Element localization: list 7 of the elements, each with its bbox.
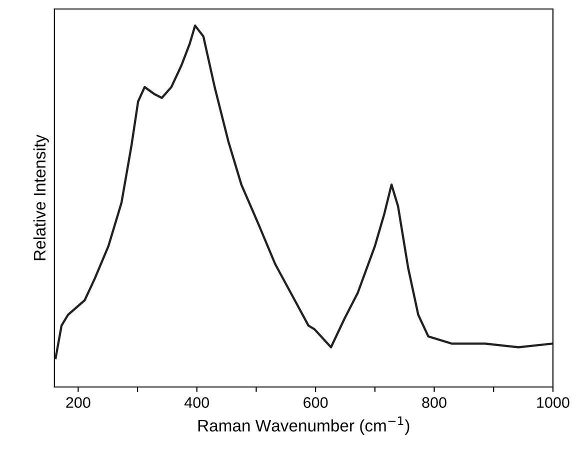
- x-axis-title: Raman Wavenumber (cm$^{−1}$): [198, 416, 410, 435]
- x-tick-label: 800: [422, 397, 446, 408]
- x-tick-label: 200: [66, 397, 90, 408]
- x-tick-label: 400: [184, 397, 210, 408]
- x-tick-label: 1000: [537, 397, 570, 408]
- x-tick-label: 600: [304, 397, 328, 408]
- y-axis-title: Relative Intensity: [33, 134, 49, 260]
